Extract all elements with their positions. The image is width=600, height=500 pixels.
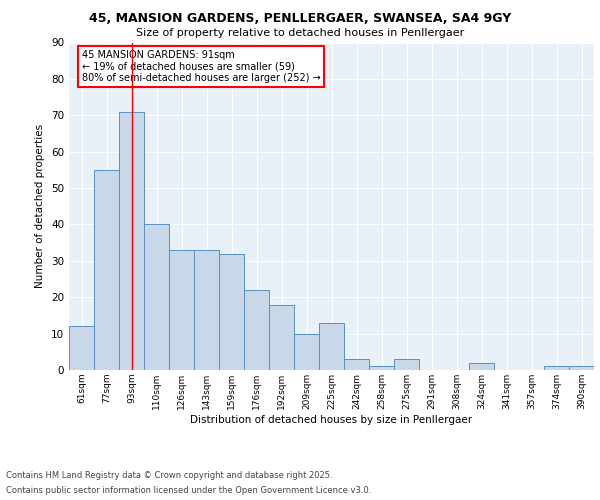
Bar — [169, 250, 194, 370]
X-axis label: Distribution of detached houses by size in Penllergaer: Distribution of detached houses by size … — [190, 414, 473, 424]
Bar — [244, 290, 269, 370]
Bar — [194, 250, 219, 370]
Bar — [219, 254, 244, 370]
Text: Contains public sector information licensed under the Open Government Licence v3: Contains public sector information licen… — [6, 486, 371, 495]
Bar — [569, 366, 594, 370]
Bar — [469, 362, 494, 370]
Text: 45 MANSION GARDENS: 91sqm
← 19% of detached houses are smaller (59)
80% of semi-: 45 MANSION GARDENS: 91sqm ← 19% of detac… — [82, 50, 320, 83]
Bar — [394, 359, 419, 370]
Text: 45, MANSION GARDENS, PENLLERGAER, SWANSEA, SA4 9GY: 45, MANSION GARDENS, PENLLERGAER, SWANSE… — [89, 12, 511, 26]
Bar — [69, 326, 94, 370]
Bar — [544, 366, 569, 370]
Text: Size of property relative to detached houses in Penllergaer: Size of property relative to detached ho… — [136, 28, 464, 38]
Bar — [269, 304, 294, 370]
Bar — [119, 112, 144, 370]
Bar — [319, 322, 344, 370]
Bar — [94, 170, 119, 370]
Bar — [344, 359, 369, 370]
Y-axis label: Number of detached properties: Number of detached properties — [35, 124, 46, 288]
Bar — [369, 366, 394, 370]
Bar — [144, 224, 169, 370]
Bar — [294, 334, 319, 370]
Text: Contains HM Land Registry data © Crown copyright and database right 2025.: Contains HM Land Registry data © Crown c… — [6, 471, 332, 480]
